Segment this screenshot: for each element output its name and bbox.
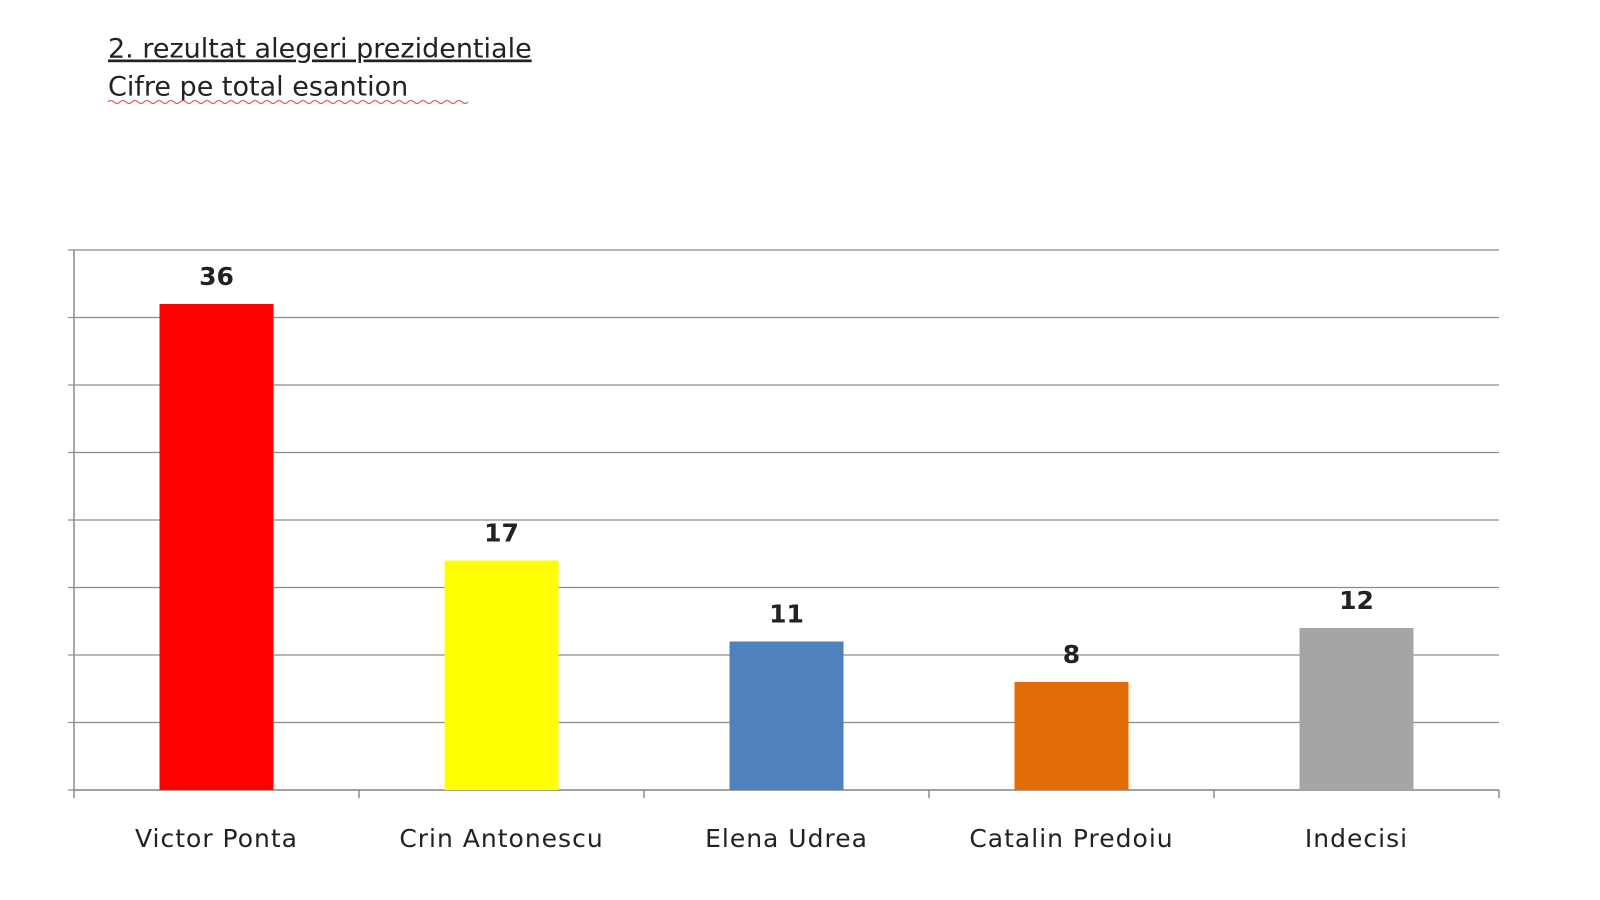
value-label: 36	[199, 262, 234, 291]
x-tick-label: Victor Ponta	[135, 824, 298, 853]
value-label: 12	[1339, 586, 1374, 615]
bar	[1014, 682, 1129, 790]
bar	[1299, 628, 1414, 790]
value-label: 8	[1063, 640, 1080, 669]
bar	[729, 641, 844, 790]
spellcheck-underline	[107, 100, 469, 104]
x-tick-label: Catalin Predoiu	[969, 824, 1173, 853]
chart-title: 2. rezultat alegeri prezidentiale	[108, 34, 532, 65]
chart-subtitle: Cifre pe total esantion	[108, 72, 408, 103]
value-label: 11	[769, 600, 804, 629]
x-tick-label: Indecisi	[1305, 824, 1408, 853]
x-tick-label: Elena Udrea	[705, 824, 868, 853]
value-label: 17	[484, 519, 519, 548]
bar	[444, 560, 559, 790]
bar	[159, 304, 274, 790]
x-tick-label: Crin Antonescu	[399, 824, 603, 853]
